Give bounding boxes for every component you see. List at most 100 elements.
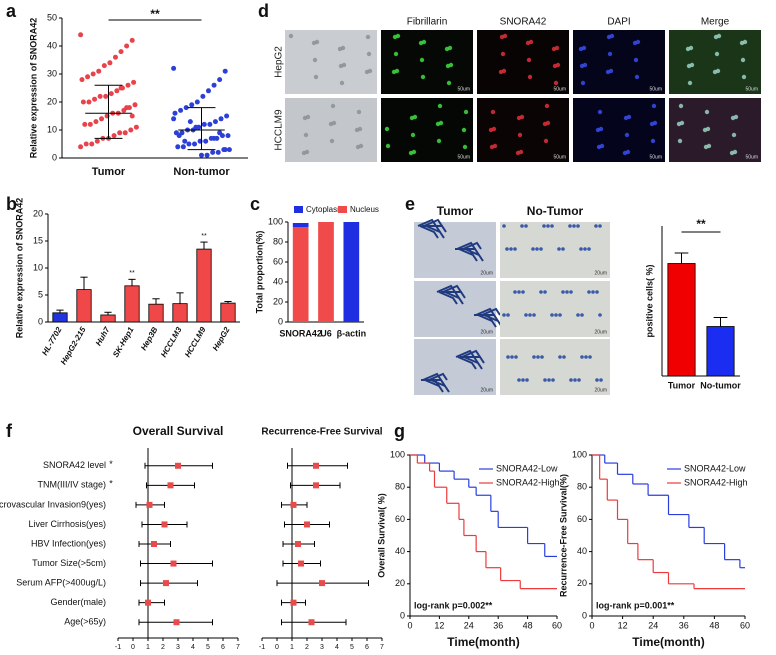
nucleus (539, 247, 543, 251)
stain (464, 248, 484, 262)
cell (354, 127, 360, 133)
nucleus (584, 355, 588, 359)
nucleus (536, 355, 540, 359)
x-tick-label: 48 (523, 620, 533, 630)
scale-label: 50um (457, 86, 470, 92)
row-label: TNM(III/IV stage) (37, 480, 106, 490)
cell (392, 34, 398, 40)
cell (409, 115, 415, 121)
bar-segment (318, 222, 334, 322)
estimate (298, 560, 304, 567)
point (175, 144, 181, 150)
x-axis-label: Time(month) (632, 635, 704, 649)
point (204, 152, 210, 158)
scale-label: 20um (480, 387, 493, 393)
nucleus (562, 355, 566, 359)
nucleus (535, 247, 539, 251)
cell (339, 80, 345, 86)
x-tick-label: 7 (236, 644, 240, 651)
y-tick-label: 60 (273, 256, 283, 266)
nucleus (595, 290, 599, 294)
point (183, 105, 189, 111)
scale-label: 20um (480, 329, 493, 335)
scale-label: 20um (594, 270, 607, 276)
estimate (313, 482, 319, 489)
nucleus (517, 378, 521, 382)
bar (706, 326, 735, 377)
nucleus (576, 313, 580, 317)
nucleus (525, 378, 529, 382)
bar-segment (343, 222, 360, 322)
cell (515, 150, 521, 156)
bar (76, 289, 92, 323)
bar (100, 314, 116, 323)
y-axis-label: Recurrence-Free Survival(%) (558, 474, 568, 597)
cell (364, 69, 370, 75)
bar (196, 248, 212, 323)
stain (457, 356, 477, 370)
x-tick-label: 0 (275, 644, 279, 651)
x-tick-label: 12 (434, 620, 444, 630)
scale-label: 50um (745, 154, 758, 160)
x-tick-label: 4 (191, 644, 195, 651)
y-tick-label: 40 (395, 546, 405, 556)
cell (685, 46, 691, 52)
nucleus (577, 378, 581, 382)
point (99, 116, 105, 122)
x-tick-label: 1 (290, 644, 294, 651)
cell (740, 57, 746, 63)
estimate (304, 521, 310, 528)
significance: ** (150, 7, 160, 21)
point (212, 119, 218, 125)
x-tick-label: β-actin (337, 328, 367, 338)
point (186, 141, 192, 147)
y-tick-label: 100 (572, 449, 587, 459)
point (222, 147, 228, 153)
x-tick-label: SK-Hep1 (111, 325, 136, 359)
y-tick-label: 40 (273, 276, 283, 286)
x-tick-label: Tumor (668, 380, 696, 390)
legend-label: Nucleus (350, 205, 379, 214)
cell (410, 132, 416, 138)
cell (338, 63, 344, 69)
estimate (151, 541, 157, 547)
point (189, 102, 195, 108)
point (87, 121, 93, 127)
point (178, 107, 184, 113)
point (211, 82, 217, 88)
nucleus (561, 290, 565, 294)
nucleus (561, 247, 565, 251)
point (96, 68, 102, 74)
x-tick-label: 6 (365, 644, 369, 651)
bar (52, 312, 68, 323)
point (118, 85, 124, 91)
nucleus (520, 224, 524, 228)
point (210, 149, 216, 155)
x-tick-label: 36 (493, 620, 503, 630)
x-tick-label: 24 (648, 620, 658, 630)
nucleus (524, 313, 528, 317)
micro-image (381, 30, 473, 94)
y-axis-label: Overall Survival( %) (376, 493, 386, 578)
panel-letter: d (258, 1, 269, 21)
nucleus (551, 378, 555, 382)
x-tick-label: 0 (131, 644, 135, 651)
bar-segment (292, 227, 309, 322)
row-label: Liver Cirrhosis(yes) (28, 519, 106, 529)
nucleus (506, 355, 510, 359)
legend-label: SNORA42-High (496, 477, 560, 487)
cell (676, 121, 682, 127)
row-label: Age(>65y) (64, 617, 106, 627)
nucleus (557, 247, 561, 251)
cell (731, 132, 737, 138)
stain (430, 379, 450, 393)
x-tick-label: U6 (320, 328, 332, 338)
cell (499, 34, 505, 40)
cell (632, 40, 638, 46)
y-tick-label: 40 (577, 546, 587, 556)
stain (423, 218, 443, 227)
point (122, 130, 128, 136)
point (112, 54, 118, 60)
x-tick-label: 1 (146, 644, 150, 651)
nucleus (598, 224, 602, 228)
